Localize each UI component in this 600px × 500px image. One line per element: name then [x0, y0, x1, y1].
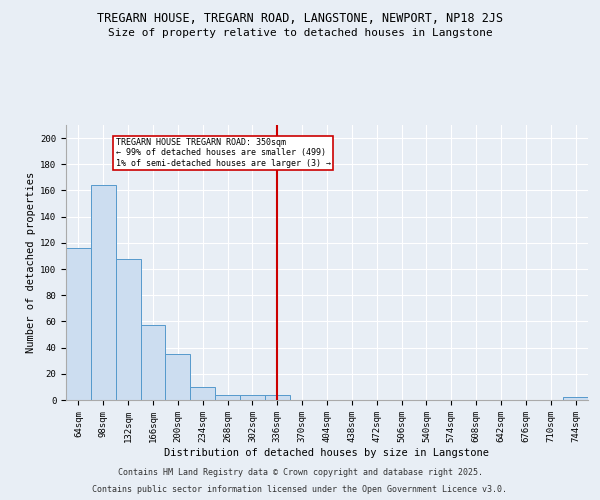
Bar — [265, 395, 290, 400]
Text: Contains HM Land Registry data © Crown copyright and database right 2025.: Contains HM Land Registry data © Crown c… — [118, 468, 482, 477]
Text: Size of property relative to detached houses in Langstone: Size of property relative to detached ho… — [107, 28, 493, 38]
Bar — [215, 395, 240, 400]
Text: TREGARN HOUSE, TREGARN ROAD, LANGSTONE, NEWPORT, NP18 2JS: TREGARN HOUSE, TREGARN ROAD, LANGSTONE, … — [97, 12, 503, 26]
Bar — [563, 398, 588, 400]
Bar — [190, 387, 215, 400]
X-axis label: Distribution of detached houses by size in Langstone: Distribution of detached houses by size … — [164, 448, 490, 458]
Y-axis label: Number of detached properties: Number of detached properties — [26, 172, 36, 353]
Bar — [116, 258, 140, 400]
Bar — [166, 354, 190, 400]
Text: Contains public sector information licensed under the Open Government Licence v3: Contains public sector information licen… — [92, 484, 508, 494]
Bar — [66, 248, 91, 400]
Bar — [240, 395, 265, 400]
Bar — [91, 185, 116, 400]
Bar — [140, 326, 166, 400]
Text: TREGARN HOUSE TREGARN ROAD: 350sqm
← 99% of detached houses are smaller (499)
1%: TREGARN HOUSE TREGARN ROAD: 350sqm ← 99%… — [116, 138, 331, 168]
